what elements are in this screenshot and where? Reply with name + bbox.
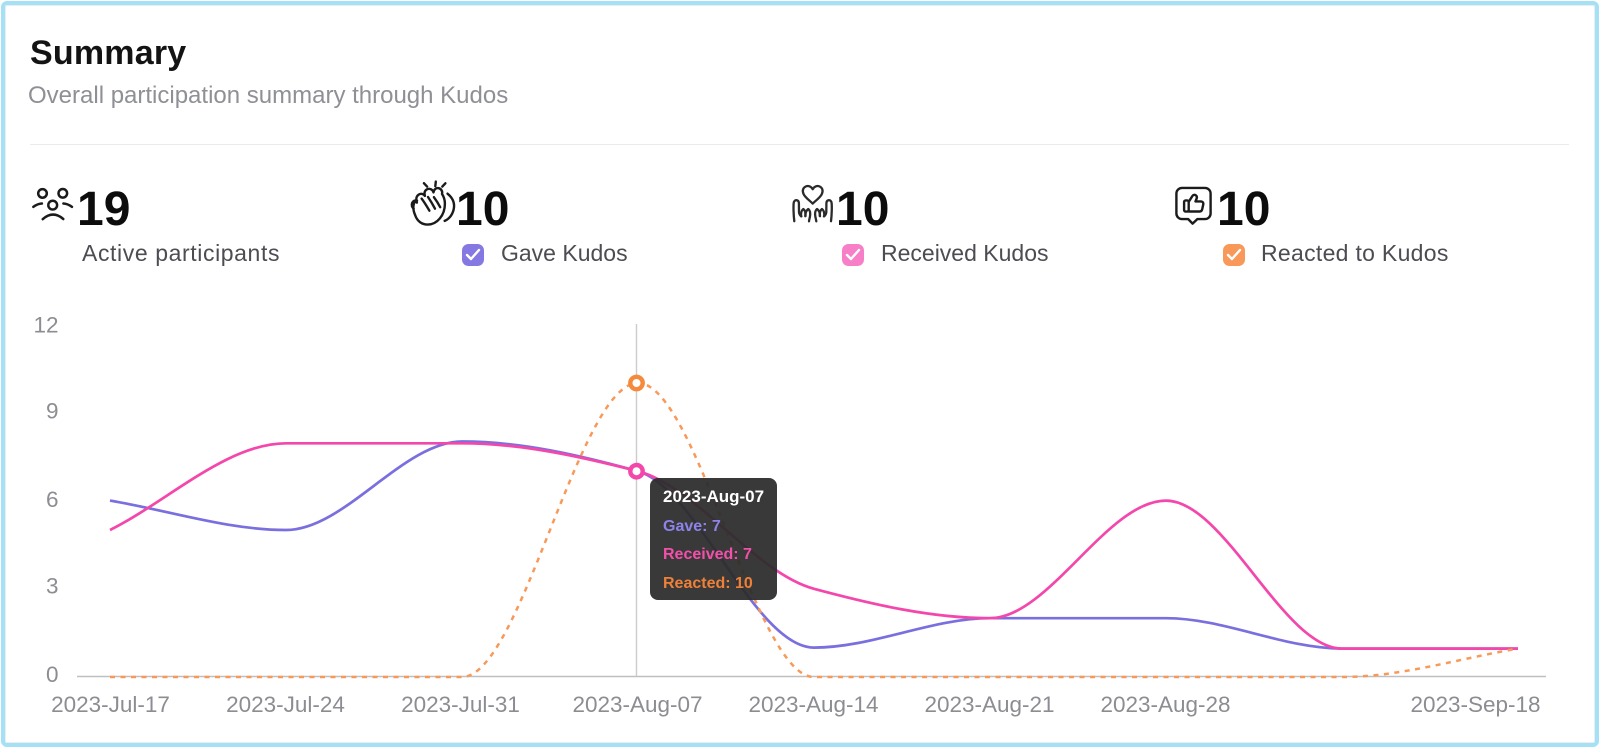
svg-text:2023-Aug-28: 2023-Aug-28 [1100, 692, 1230, 717]
svg-text:Received: 7: Received: 7 [663, 546, 752, 563]
svg-text:2023-Aug-07: 2023-Aug-07 [572, 692, 702, 717]
svg-text:2023-Aug-14: 2023-Aug-14 [748, 692, 878, 717]
svg-text:Reacted: 10: Reacted: 10 [663, 575, 753, 592]
svg-text:2023-Sep-18: 2023-Sep-18 [1410, 692, 1540, 717]
svg-text:9: 9 [46, 399, 59, 424]
svg-text:12: 12 [33, 313, 58, 338]
svg-text:0: 0 [46, 662, 59, 687]
svg-text:2023-Jul-31: 2023-Jul-31 [401, 692, 520, 717]
svg-text:2023-Aug-07: 2023-Aug-07 [663, 487, 764, 506]
svg-text:2023-Jul-24: 2023-Jul-24 [226, 692, 345, 717]
svg-text:6: 6 [46, 487, 59, 512]
svg-text:2023-Aug-21: 2023-Aug-21 [924, 692, 1054, 717]
svg-text:2023-Jul-17: 2023-Jul-17 [51, 692, 170, 717]
svg-text:3: 3 [46, 574, 59, 599]
svg-text:Gave: 7: Gave: 7 [663, 518, 721, 535]
